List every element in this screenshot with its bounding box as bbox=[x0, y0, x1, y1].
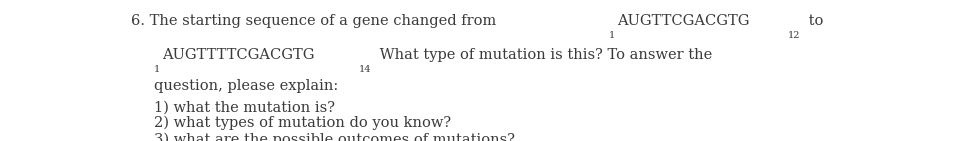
Text: What type of mutation is this? To answer the: What type of mutation is this? To answer… bbox=[375, 48, 712, 62]
Text: 6. The starting sequence of a gene changed from: 6. The starting sequence of a gene chang… bbox=[131, 14, 501, 28]
Text: 1: 1 bbox=[154, 65, 160, 74]
Text: 3) what are the possible outcomes of mutations?: 3) what are the possible outcomes of mut… bbox=[154, 132, 515, 141]
Text: 1) what the mutation is?: 1) what the mutation is? bbox=[154, 100, 335, 114]
Text: 14: 14 bbox=[359, 65, 371, 74]
Text: 1: 1 bbox=[609, 31, 615, 40]
Text: question, please explain:: question, please explain: bbox=[154, 79, 338, 93]
Text: 12: 12 bbox=[788, 31, 800, 40]
Text: to: to bbox=[804, 14, 823, 28]
Text: AUGTTCGACGTG: AUGTTCGACGTG bbox=[617, 14, 749, 28]
Text: AUGTTTTCGACGTG: AUGTTTTCGACGTG bbox=[162, 48, 314, 62]
Text: 2) what types of mutation do you know?: 2) what types of mutation do you know? bbox=[154, 115, 450, 130]
